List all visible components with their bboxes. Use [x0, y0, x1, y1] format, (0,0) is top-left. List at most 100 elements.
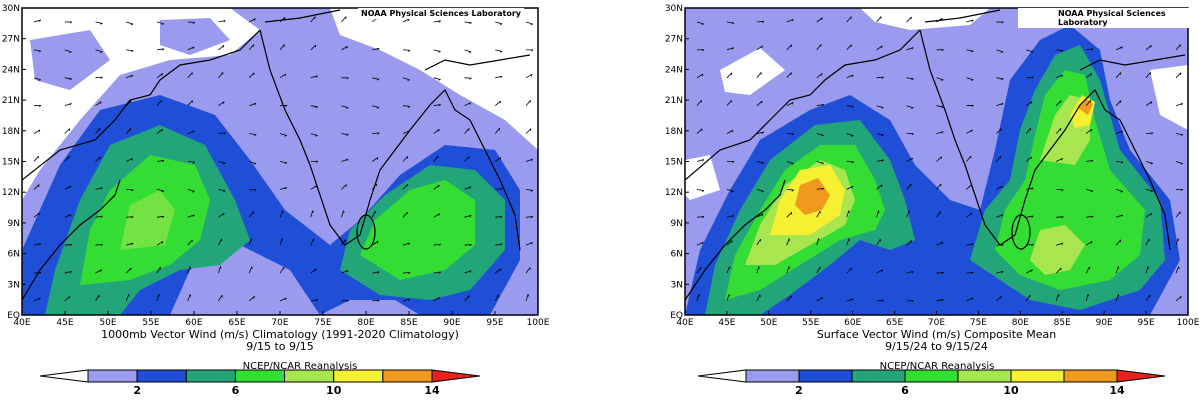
wind-vector — [279, 297, 287, 302]
wind-vector — [1055, 267, 1062, 274]
wind-vector — [1175, 238, 1179, 246]
wind-vector — [218, 20, 226, 23]
wind-vector — [433, 243, 441, 246]
lon-tick-label: 95E — [1138, 318, 1155, 328]
colorbar-left-extension — [39, 369, 89, 383]
wind-vector — [786, 102, 794, 107]
wind-vector — [464, 49, 472, 53]
wind-vector — [464, 186, 472, 190]
wind-vector — [495, 75, 503, 79]
wind-vector — [187, 189, 195, 192]
wind-vector — [906, 77, 914, 80]
wind-vector — [696, 267, 702, 274]
wind-vector — [726, 240, 733, 246]
left-map-caption: 1000mb Vector Wind (m/s) Climatology (19… — [22, 329, 538, 353]
wind-vector — [372, 271, 380, 274]
wind-vector — [156, 159, 164, 162]
wind-vector — [1026, 269, 1033, 274]
right-source-label: NCEP/NCAR Reanalysis — [880, 361, 995, 372]
wind-vector — [1115, 130, 1123, 134]
lon-tick-label: 65E — [228, 318, 245, 328]
wind-vector — [906, 16, 912, 23]
wind-vector — [279, 238, 283, 246]
wind-vector — [1145, 212, 1152, 218]
wind-vector — [816, 296, 823, 302]
wind-vector — [786, 295, 792, 302]
lon-tick-label: 85E — [400, 318, 417, 328]
wind-vector — [279, 44, 285, 51]
wind-vector — [218, 101, 225, 107]
wind-vector — [525, 189, 533, 191]
wind-vector — [906, 157, 913, 162]
wind-vector — [696, 216, 704, 218]
lon-tick-label: 80E — [1012, 318, 1029, 328]
wind-vector — [525, 242, 533, 246]
wind-vector — [126, 74, 133, 79]
wind-vector — [218, 72, 224, 79]
wind-vector — [464, 156, 470, 162]
wind-vector — [218, 238, 222, 246]
wind-vector — [846, 185, 854, 190]
wind-vector — [156, 215, 164, 218]
lon-tick-label: 45E — [56, 318, 73, 328]
wind-vector — [876, 105, 884, 108]
wind-vector — [846, 210, 850, 218]
left-source-label: NCEP/NCAR Reanalysis — [243, 361, 358, 372]
wind-vector — [341, 239, 347, 246]
wind-vector — [125, 294, 129, 302]
wind-vector — [402, 77, 410, 81]
wind-vector — [816, 266, 821, 274]
left-credit-label: NOAA Physical Sciences Laboratory — [358, 8, 525, 19]
wind-vector — [433, 155, 439, 162]
wind-vector — [95, 21, 103, 24]
wind-vector — [756, 266, 760, 274]
lon-tick-label: 100E — [527, 318, 550, 328]
wind-vector — [125, 267, 132, 274]
wind-vector — [966, 77, 974, 81]
wind-vector — [494, 127, 500, 134]
right-credit-label: NOAA Physical Sciences Laboratory — [1018, 8, 1200, 28]
wind-vector — [248, 72, 255, 79]
wind-vector — [786, 72, 792, 79]
right-map-svg: 30N 27N 24N 21N 18N 15N 12N 9N 6N 3N EQ 40E 45E 50E 5… — [665, 4, 1200, 328]
wind-vector — [64, 270, 72, 274]
wind-vector — [95, 49, 103, 53]
wind-vector — [248, 295, 255, 302]
wind-vector — [1085, 241, 1093, 246]
wind-vector — [786, 266, 790, 274]
wind-vector — [756, 20, 764, 23]
wind-vector — [494, 100, 501, 107]
wind-vector — [1175, 44, 1181, 51]
wind-vector — [726, 129, 734, 134]
wind-vector — [756, 131, 764, 134]
wind-vector — [906, 47, 914, 51]
wind-vector — [402, 105, 411, 107]
lon-tick-label: 95E — [486, 318, 503, 328]
wind-vector — [756, 72, 762, 79]
wind-vector — [1085, 128, 1092, 134]
wind-vector — [156, 21, 164, 25]
wind-vector — [279, 187, 287, 190]
lon-tick-label: 40E — [13, 318, 30, 328]
lat-tick-label: 27N — [665, 35, 683, 45]
wind-vector — [372, 47, 380, 51]
wind-vector — [33, 271, 41, 274]
wind-vector — [996, 155, 1002, 162]
left-wind-vectors — [33, 16, 534, 302]
lat-tick-label: 24N — [665, 65, 683, 75]
wind-vector — [1146, 132, 1154, 134]
lon-tick-label: 45E — [718, 318, 735, 328]
wind-vector — [187, 239, 193, 246]
lat-tick-label: EQ — [7, 311, 20, 321]
wind-vector — [1086, 189, 1094, 192]
wind-vector — [1145, 238, 1150, 246]
wind-vector — [1175, 296, 1182, 302]
wind-vector — [402, 272, 411, 274]
lon-tick-label: 55E — [142, 318, 159, 328]
wind-vector — [726, 100, 732, 106]
wind-vector — [372, 77, 380, 80]
wind-vector — [936, 17, 943, 23]
wind-vector — [310, 238, 314, 246]
wind-vector — [156, 241, 164, 246]
wind-vector — [966, 184, 972, 190]
